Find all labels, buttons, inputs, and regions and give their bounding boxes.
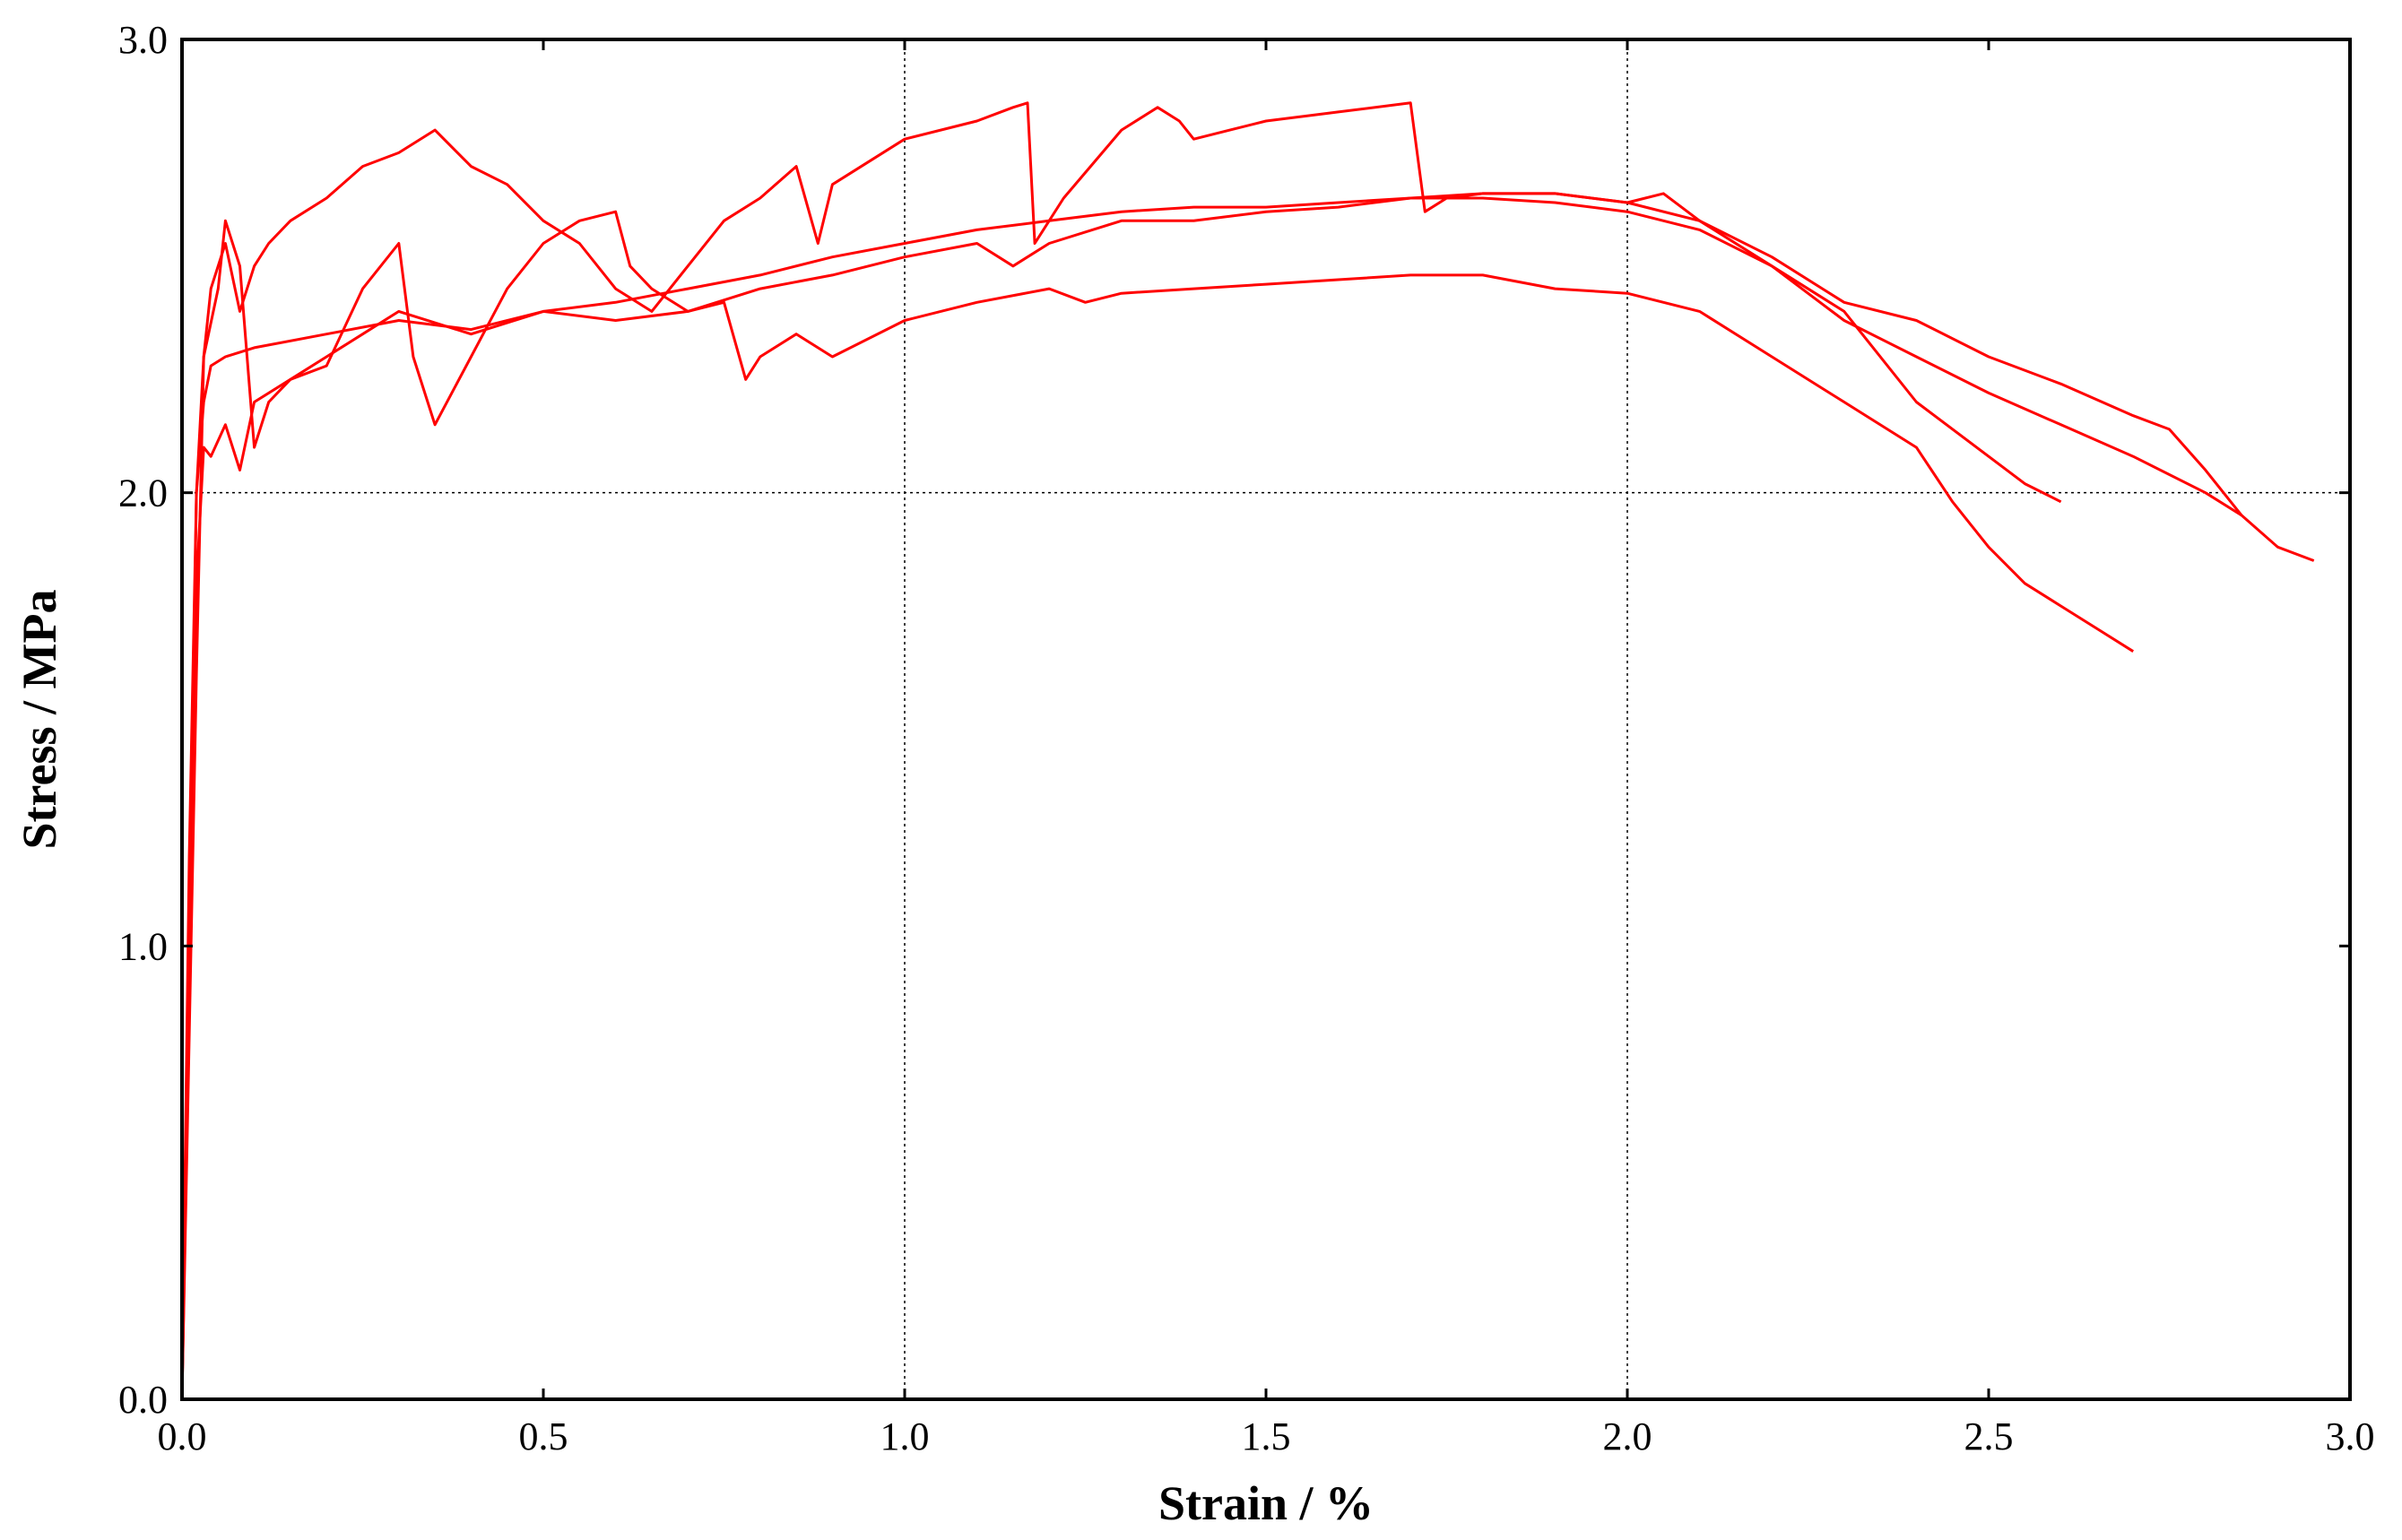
- x-tick-label: 3.0: [2326, 1415, 2375, 1458]
- y-axis-title: Stress / MPa: [13, 590, 66, 850]
- y-tick-label: 3.0: [118, 18, 168, 62]
- x-tick-label: 0.5: [519, 1415, 568, 1458]
- axis-ticks: 0.0 0.5 1.0 1.5 2.0 2.5 3.0 0.0 1.0 2.0 3.0: [118, 18, 2375, 1458]
- grid-lines: [182, 39, 2350, 1399]
- x-tick-label: 1.0: [880, 1415, 930, 1458]
- x-axis-title: Strain / %: [1158, 1476, 1374, 1530]
- x-tick-label: 0.0: [158, 1415, 207, 1458]
- series-line-4: [180, 101, 2062, 1400]
- x-tick-label: 1.5: [1242, 1415, 1291, 1458]
- y-tick-label: 2.0: [118, 472, 168, 515]
- y-tick-label: 1.0: [118, 924, 168, 968]
- x-tick-label: 2.5: [1964, 1415, 2014, 1458]
- series-line-2: [180, 196, 2242, 1400]
- x-tick-label: 2.0: [1603, 1415, 1652, 1458]
- series-layer: [180, 101, 2315, 1400]
- y-tick-label: 0.0: [118, 1378, 168, 1422]
- series-line-3: [180, 210, 2134, 1400]
- series-line-1: [180, 192, 2315, 1400]
